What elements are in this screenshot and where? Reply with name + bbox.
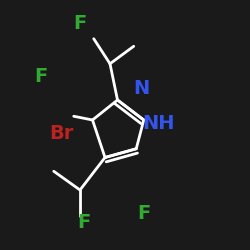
- Text: N: N: [133, 79, 150, 98]
- Text: NH: NH: [142, 114, 175, 133]
- Text: F: F: [34, 67, 48, 86]
- Text: F: F: [74, 14, 87, 33]
- Text: F: F: [77, 213, 90, 232]
- Text: F: F: [137, 204, 150, 223]
- Text: Br: Br: [49, 124, 74, 143]
